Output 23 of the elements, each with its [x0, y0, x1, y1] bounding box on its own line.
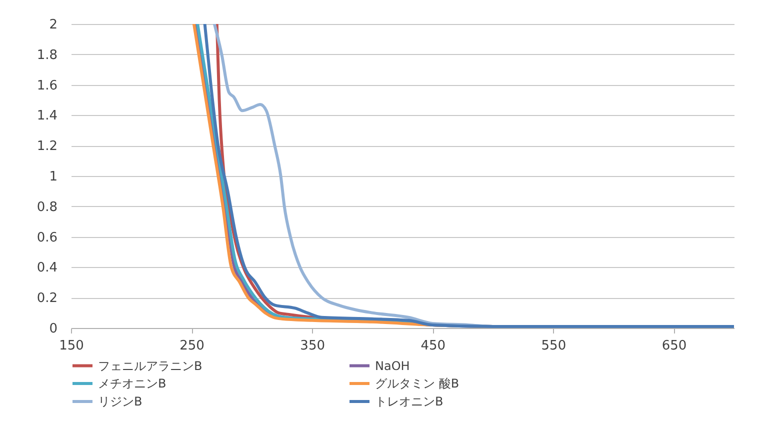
- y-tick-label: 1.2: [36, 139, 58, 154]
- legend-label: トレオニンB: [375, 394, 444, 408]
- legend-label: リジンB: [98, 394, 142, 408]
- legend-label: グルタミン 酸B: [375, 376, 460, 390]
- legend-label: NaOH: [375, 358, 410, 373]
- y-tick-label: 1.6: [36, 78, 58, 94]
- x-tick-label: 350: [300, 338, 326, 354]
- y-tick-label: 2: [49, 18, 58, 32]
- x-tick-label: 550: [541, 338, 566, 354]
- x-tick-label: 150: [59, 338, 84, 354]
- legend-label: メチオニンB: [98, 376, 166, 390]
- y-tick-label: 0.8: [36, 200, 58, 215]
- y-tick-label: 1.4: [36, 108, 58, 124]
- y-tick-label: 0.4: [36, 260, 58, 276]
- y-tick-label: 1.8: [36, 48, 58, 63]
- x-tick-label: 450: [420, 338, 446, 354]
- y-tick-label: 1: [49, 170, 58, 184]
- y-tick-label: 0: [49, 322, 58, 336]
- x-tick-label: 250: [180, 338, 204, 354]
- y-tick-label: 0.6: [36, 230, 58, 246]
- legend-label: フェニルアラニンB: [98, 358, 202, 373]
- y-tick-label: 0.2: [36, 291, 58, 306]
- x-tick-label: 650: [662, 338, 687, 354]
